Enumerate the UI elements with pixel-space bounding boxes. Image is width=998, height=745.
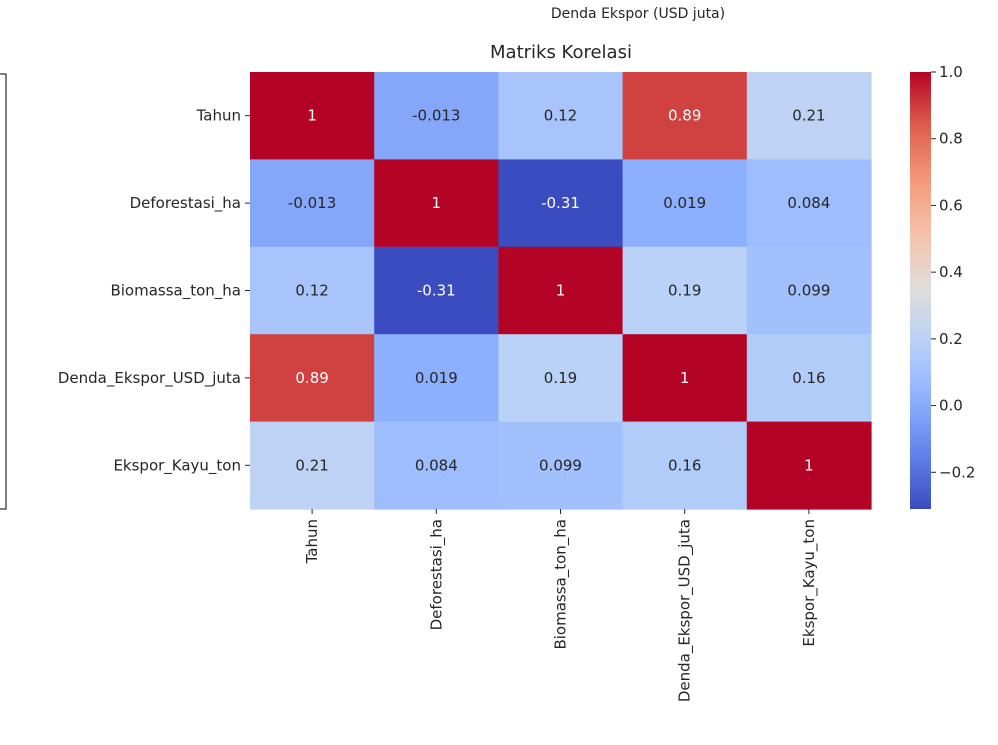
heatmap-cell (746, 72, 872, 160)
colorbar-tick-label: 0.8 (939, 130, 963, 148)
y-tick-label: Ekspor_Kayu_ton (113, 456, 241, 475)
cell-annotation: 0.084 (415, 456, 458, 474)
heatmap-cell (746, 421, 872, 510)
y-tick-label: Deforestasi_ha (130, 194, 241, 213)
heatmap-cell (498, 246, 624, 335)
heatmap-cell (622, 159, 748, 248)
x-tick-label: Ekspor_Kayu_ton (800, 519, 819, 647)
colorbar-tick-label: 0.6 (939, 196, 963, 214)
cell-annotation: 1 (680, 369, 690, 387)
colorbar-tick-label: 0.2 (939, 330, 963, 348)
colorbar-tick-label: 1.0 (939, 63, 963, 81)
cell-annotation: 0.12 (544, 107, 577, 125)
heatmap-cell (746, 159, 872, 248)
cell-annotation: -0.013 (288, 194, 336, 212)
y-tick-label: Denda_Ekspor_USD_juta (58, 369, 241, 388)
cell-annotation: 0.019 (663, 194, 706, 212)
x-tick-label: Tahun (303, 519, 321, 564)
heatmap-cell (374, 72, 499, 160)
heatmap-cell (250, 159, 375, 248)
x-axis-ticks: Tahun Deforestasi_ha Biomassa_ton_ha Denda_… (303, 509, 819, 702)
colorbar-tick-label: 0.0 (939, 397, 963, 415)
cell-annotation: 0.12 (295, 282, 328, 300)
cell-annotation: 0.21 (295, 456, 328, 474)
heatmap-cell (374, 246, 499, 335)
heatmap-cell (250, 421, 375, 510)
clipped-axis-label: Denda Ekspor (USD juta) (551, 6, 725, 22)
y-tick-label: Tahun (196, 107, 241, 125)
heatmap-cell (250, 72, 375, 160)
x-tick-label: Biomassa_ton_ha (552, 519, 571, 650)
colorbar-ticks: 1.0 0.8 0.6 0.4 0.2 0.0 −0.2 (931, 63, 975, 481)
x-tick-label: Deforestasi_ha (427, 519, 446, 630)
heatmap-cell (622, 421, 748, 510)
heatmap-cell (498, 421, 624, 510)
colorbar-tick-label: −0.2 (939, 463, 975, 481)
cell-annotation: -0.013 (412, 107, 460, 125)
cell-annotation: -0.31 (541, 194, 580, 212)
cell-annotation: 0.099 (539, 456, 582, 474)
heatmap-cell (622, 246, 748, 335)
heatmap-cell (498, 334, 624, 423)
cell-annotation: 0.19 (668, 282, 701, 300)
heatmap-cell (498, 159, 624, 248)
cell-annotation: 1 (804, 456, 814, 474)
cell-annotation: 1 (556, 282, 566, 300)
colorbar (910, 72, 931, 509)
cell-annotation: 0.89 (295, 369, 328, 387)
cell-annotation: 0.084 (787, 194, 830, 212)
clipped-axes-frame (0, 73, 7, 510)
heatmap-cell (746, 334, 872, 423)
heatmap-cell (622, 334, 748, 423)
colorbar-tick-label: 0.4 (939, 263, 963, 281)
y-tick-label: Biomassa_ton_ha (110, 282, 241, 301)
cell-annotation: -0.31 (417, 282, 456, 300)
cell-annotation: 0.019 (415, 369, 458, 387)
chart-title: Matriks Korelasi (490, 42, 632, 63)
heatmap-annotations: 1 -0.013 0.12 0.89 0.21 -0.013 1 -0.31 0.019 0.08… (288, 107, 830, 475)
cell-annotation: 0.19 (544, 369, 577, 387)
heatmap-cell (746, 246, 872, 335)
x-tick-label: Denda_Ekspor_USD_juta (676, 519, 695, 702)
cell-annotation: 0.16 (668, 456, 701, 474)
heatmap-cell (374, 334, 499, 423)
cell-annotation: 0.21 (792, 107, 825, 125)
heatmap-cell (622, 72, 748, 160)
cell-annotation: 1 (307, 107, 317, 125)
heatmap-cell (374, 159, 499, 248)
heatmap-cell (374, 421, 499, 510)
heatmap-cell (250, 334, 375, 423)
heatmap-cells (250, 72, 872, 510)
cell-annotation: 1 (432, 194, 442, 212)
cell-annotation: 0.16 (792, 369, 825, 387)
cell-annotation: 0.099 (787, 282, 830, 300)
y-axis-ticks: Tahun Deforestasi_ha Biomassa_ton_ha Denda_… (58, 107, 250, 475)
heatmap-cell (250, 246, 375, 335)
heatmap-cell (498, 72, 624, 160)
cell-annotation: 0.89 (668, 107, 701, 125)
